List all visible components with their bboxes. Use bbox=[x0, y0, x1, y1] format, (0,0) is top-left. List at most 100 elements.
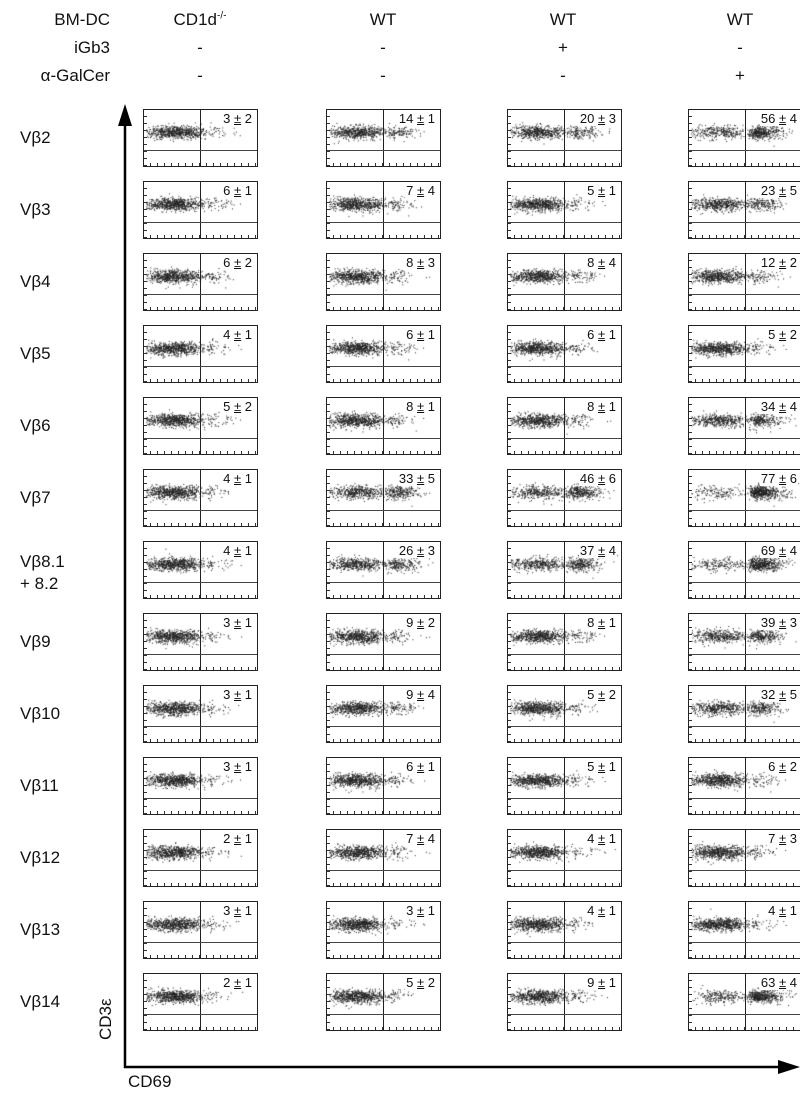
quadrant-vertical-line bbox=[745, 614, 746, 670]
axis-ticks bbox=[327, 254, 330, 310]
vbeta-label-line1: Vβ13 bbox=[20, 920, 61, 939]
percent-sd: 5 bbox=[789, 183, 797, 198]
percent-value: 6 ± 1 bbox=[405, 327, 436, 342]
percent-sd: 2 bbox=[789, 327, 797, 342]
percent-value: 4 ± 1 bbox=[586, 831, 617, 846]
axis-ticks bbox=[689, 974, 692, 1030]
flow-plot-panel: 6 ± 1 bbox=[143, 181, 258, 239]
axis-ticks bbox=[144, 955, 257, 958]
column-igb3-sign: - bbox=[380, 38, 386, 57]
axis-ticks bbox=[689, 595, 800, 598]
plus-minus-symbol: ± bbox=[234, 615, 242, 630]
axis-ticks bbox=[508, 595, 621, 598]
axis-ticks bbox=[327, 955, 440, 958]
quadrant-vertical-line bbox=[745, 758, 746, 814]
quadrant-vertical-line bbox=[383, 758, 384, 814]
percent-value: 5 ± 2 bbox=[222, 399, 253, 414]
quadrant-vertical-line bbox=[564, 686, 565, 742]
percent-mean: 3 bbox=[223, 111, 231, 126]
flow-plot-panel: 56 ± 4 bbox=[688, 109, 800, 167]
quadrant-horizontal-line bbox=[144, 1014, 257, 1015]
percent-mean: 9 bbox=[587, 975, 595, 990]
quadrant-horizontal-line bbox=[144, 582, 257, 583]
vbeta-row-label: Vβ13 bbox=[20, 919, 60, 941]
percent-value: 6 ± 1 bbox=[222, 183, 253, 198]
axis-ticks bbox=[689, 254, 692, 310]
flow-plot-panel: 8 ± 4 bbox=[507, 253, 622, 311]
percent-value: 7 ± 4 bbox=[405, 183, 436, 198]
flow-plot-panel: 37 ± 4 bbox=[507, 541, 622, 599]
quadrant-horizontal-line bbox=[144, 654, 257, 655]
plus-minus-symbol: ± bbox=[417, 255, 425, 270]
percent-value: 26 ± 3 bbox=[397, 543, 436, 558]
percent-mean: 2 bbox=[223, 975, 231, 990]
flow-plot-panel: 2 ± 1 bbox=[143, 973, 258, 1031]
percent-mean: 77 bbox=[760, 471, 776, 486]
vbeta-label-line1: Vβ3 bbox=[20, 200, 51, 219]
axis-ticks bbox=[508, 470, 511, 526]
vbeta-row-label: Vβ4 bbox=[20, 271, 51, 293]
percent-value: 4 ± 1 bbox=[222, 327, 253, 342]
axis-ticks bbox=[689, 326, 692, 382]
column-agalcer-sign: - bbox=[380, 66, 386, 85]
axis-ticks bbox=[689, 523, 800, 526]
plus-minus-symbol: ± bbox=[779, 399, 787, 414]
flow-plot-panel: 69 ± 4 bbox=[688, 541, 800, 599]
percent-sd: 1 bbox=[608, 327, 616, 342]
percent-mean: 56 bbox=[760, 111, 776, 126]
percent-value: 5 ± 2 bbox=[405, 975, 436, 990]
flow-plot-panel: 33 ± 5 bbox=[326, 469, 441, 527]
axis-ticks bbox=[689, 811, 800, 814]
quadrant-vertical-line bbox=[745, 686, 746, 742]
quadrant-vertical-line bbox=[383, 470, 384, 526]
plus-minus-symbol: ± bbox=[598, 759, 606, 774]
column-bmdc-label: WT bbox=[323, 10, 443, 30]
quadrant-horizontal-line bbox=[689, 798, 800, 799]
percent-mean: 34 bbox=[760, 399, 776, 414]
plus-minus-symbol: ± bbox=[598, 975, 606, 990]
axis-ticks bbox=[144, 739, 257, 742]
quadrant-horizontal-line bbox=[508, 222, 621, 223]
flow-plot-panel: 8 ± 3 bbox=[326, 253, 441, 311]
axis-ticks bbox=[327, 902, 330, 958]
plus-minus-symbol: ± bbox=[234, 183, 242, 198]
axis-ticks bbox=[327, 595, 440, 598]
percent-sd: 4 bbox=[789, 399, 797, 414]
axis-ticks bbox=[327, 523, 440, 526]
vbeta-row-label: Vβ6 bbox=[20, 415, 51, 437]
flow-plot-panel: 6 ± 1 bbox=[326, 325, 441, 383]
plus-minus-symbol: ± bbox=[598, 111, 606, 126]
quadrant-vertical-line bbox=[564, 758, 565, 814]
quadrant-vertical-line bbox=[745, 974, 746, 1030]
vbeta-row-label: Vβ2 bbox=[20, 127, 51, 149]
percent-sd: 1 bbox=[427, 327, 435, 342]
quadrant-vertical-line bbox=[383, 974, 384, 1030]
percent-mean: 8 bbox=[587, 615, 595, 630]
plus-minus-symbol: ± bbox=[598, 687, 606, 702]
vbeta-row-label: Vβ12 bbox=[20, 847, 60, 869]
vbeta-label-line1: Vβ4 bbox=[20, 272, 51, 291]
vbeta-row-label: Vβ14 bbox=[20, 991, 60, 1013]
plus-minus-symbol: ± bbox=[417, 471, 425, 486]
percent-value: 2 ± 1 bbox=[222, 831, 253, 846]
row-label-igb3: iGb3 bbox=[74, 38, 110, 57]
quadrant-vertical-line bbox=[383, 614, 384, 670]
quadrant-horizontal-line bbox=[327, 942, 440, 943]
plus-minus-symbol: ± bbox=[779, 183, 787, 198]
quadrant-horizontal-line bbox=[689, 438, 800, 439]
quadrant-horizontal-line bbox=[327, 870, 440, 871]
percent-value: 4 ± 1 bbox=[222, 543, 253, 558]
plus-minus-symbol: ± bbox=[779, 615, 787, 630]
percent-sd: 1 bbox=[244, 543, 252, 558]
plus-minus-symbol: ± bbox=[598, 471, 606, 486]
percent-mean: 2 bbox=[223, 831, 231, 846]
axis-ticks bbox=[327, 686, 330, 742]
percent-value: 3 ± 1 bbox=[405, 903, 436, 918]
axis-ticks bbox=[327, 1027, 440, 1030]
axis-ticks bbox=[144, 830, 147, 886]
quadrant-horizontal-line bbox=[508, 654, 621, 655]
percent-sd: 6 bbox=[789, 471, 797, 486]
percent-sd: 1 bbox=[608, 759, 616, 774]
flow-plot-panel: 3 ± 1 bbox=[326, 901, 441, 959]
percent-sd: 4 bbox=[608, 255, 616, 270]
